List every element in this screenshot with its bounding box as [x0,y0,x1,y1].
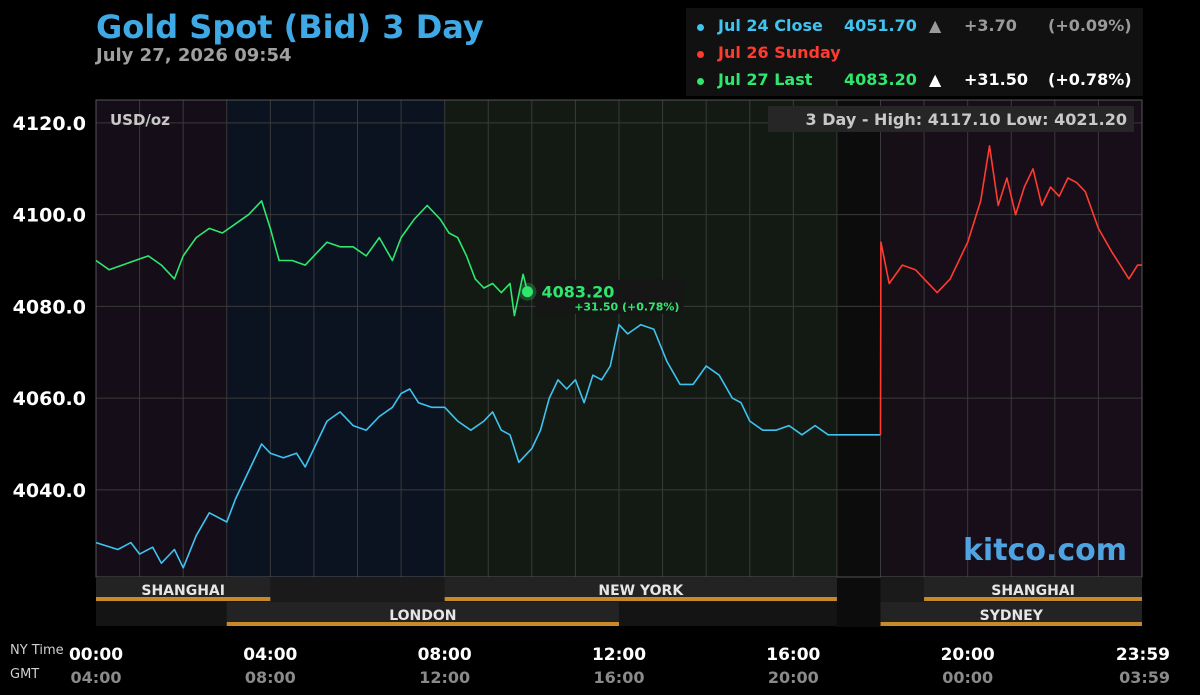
legend-name: Jul 26 Sunday [718,43,841,62]
legend-dot-sunday [697,51,704,58]
legend-change: +31.50 [964,70,1029,89]
session-label: SHANGHAI [991,583,1075,599]
session-bar [444,597,837,601]
background-zone [226,100,445,577]
x-tick-label-gmt: 04:00 [71,668,122,687]
legend-percent: (+0.09%) [1048,16,1132,35]
x-tick-label-ny: 12:00 [592,645,646,665]
series-line [95,200,529,317]
y-tick-label: 4080.0 [13,296,86,318]
series-line [95,323,881,569]
session-bar [880,622,1142,626]
up-arrow-icon: ▲ [929,16,942,35]
last-price-box [535,279,684,314]
x-tick-label-ny: 20:00 [941,645,995,665]
x-tick-label-gmt: 16:00 [594,668,645,687]
legend-name: Jul 27 Last [718,70,813,89]
legend-dot-jul27 [697,78,704,85]
background-zone [880,100,925,577]
legend-panel: Jul 24 Close 4051.70 ▲ +3.70 (+0.09%) Ju… [686,8,1143,96]
session-bar [924,597,1142,601]
legend-price: 4051.70 [844,16,917,35]
market-gap-strip [836,577,881,627]
series-line [879,145,1142,435]
session-label: SHANGHAI [141,583,225,599]
last-point-marker [521,286,533,298]
kitco-brand: kitco.com [963,533,1127,568]
background-zone [836,100,881,577]
session-label: LONDON [389,608,456,624]
unit-label: USD/oz [110,111,170,129]
up-arrow-icon: ▲ [929,70,942,89]
session-label: SYDNEY [980,608,1044,624]
session-label: NEW YORK [598,583,684,599]
ny-time-axis-label: NY Time [10,643,64,658]
x-tick-label-gmt: 03:59 [1119,668,1170,687]
chart-series: 4083.20+31.50 (+0.78%) [95,145,1142,569]
legend-change: +3.70 [964,16,1017,35]
chart-title: Gold Spot (Bid) 3 Day [96,8,484,46]
x-tick-label-ny: 00:00 [69,645,123,665]
x-tick-label-ny: 16:00 [766,645,820,665]
y-tick-label: 4040.0 [13,480,86,502]
x-tick-label-ny: 23:59 [1116,645,1170,665]
x-tick-label-gmt: 20:00 [768,668,819,687]
legend-name: Jul 24 Close [718,16,823,35]
gmt-axis-label: GMT [10,667,39,682]
x-tick-label-gmt: 12:00 [419,668,470,687]
session-bar [96,597,271,601]
x-tick-label-ny: 08:00 [418,645,472,665]
chart-background [96,100,1142,627]
y-tick-label: 4060.0 [13,388,86,410]
y-tick-label: 4100.0 [13,205,86,227]
x-tick-label-ny: 04:00 [243,645,297,665]
chart-timestamp: July 27, 2026 09:54 [96,45,292,66]
y-tick-label: 4120.0 [13,113,86,135]
legend-price: 4083.20 [844,70,917,89]
background-zone [444,100,837,577]
legend-dot-jul24 [697,24,704,31]
last-change-label: +31.50 (+0.78%) [574,301,679,314]
legend-percent: (+0.78%) [1048,70,1132,89]
chart-axes: 3 Day - High: 4117.10 Low: 4021.20 USD/oz… [10,106,1170,687]
x-tick-label-gmt: 00:00 [942,668,993,687]
last-price-label: 4083.20 [541,283,614,302]
session-bar [226,622,619,626]
stats-box [768,106,1134,132]
session-bars: SHANGHAI NEW YORK SHANGHAI LONDON SYDNEY [96,577,1142,626]
background-zone [96,100,227,577]
x-tick-label-gmt: 08:00 [245,668,296,687]
background-zone [924,100,1142,577]
high-low-stats: 3 Day - High: 4117.10 Low: 4021.20 [806,110,1127,129]
